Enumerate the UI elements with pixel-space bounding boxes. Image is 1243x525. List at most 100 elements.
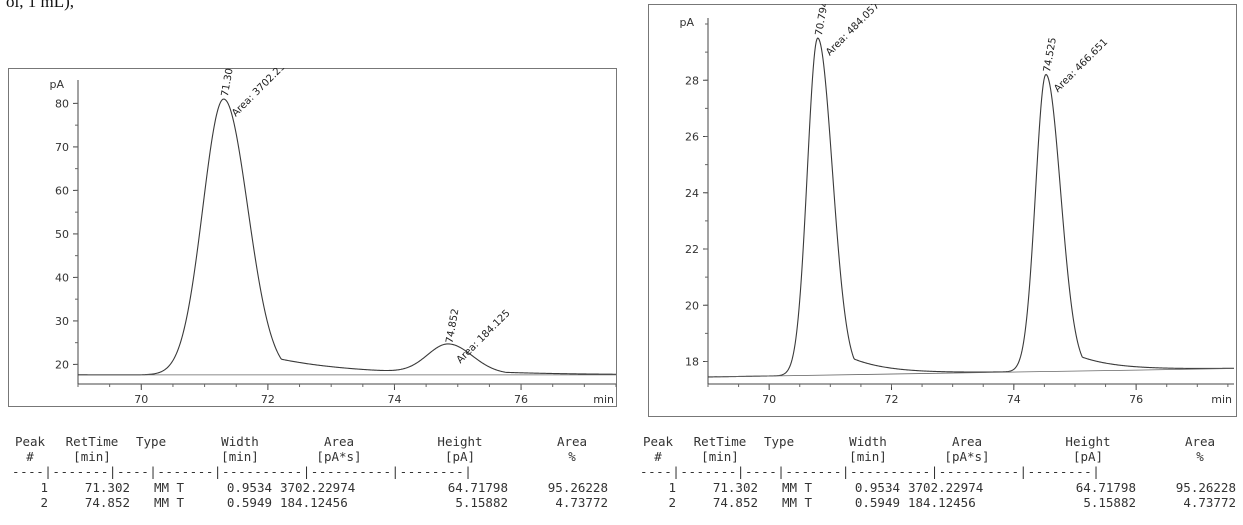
y-tick-label: 22 [685, 243, 699, 256]
table-row-cell: 64.71798 [447, 480, 508, 495]
table-header-cell: RetTime [65, 434, 119, 449]
table-row-cell: 5.15882 [1083, 495, 1136, 510]
table-row-cell: 4.73772 [555, 495, 608, 510]
y-tick-label: 26 [685, 131, 699, 144]
y-tick-label: 70 [55, 141, 69, 154]
peak-retention-time-label: 70.794 [814, 4, 831, 37]
table-subheader-cell: [min] [221, 449, 259, 464]
x-tick-label: 70 [134, 393, 148, 406]
y-tick-label: 80 [55, 97, 69, 110]
table-header-cell: Width [849, 434, 887, 449]
table-row-cell: 184.12456 [280, 495, 348, 510]
table-header-cell: Height [1065, 434, 1111, 449]
table-divider: ----|-------|----|-------|----------|---… [640, 464, 1101, 479]
table-row-cell: 2 [668, 495, 676, 510]
y-tick-label: 20 [685, 299, 699, 312]
y-tick-label: 24 [685, 187, 699, 200]
y-tick-label: 50 [55, 228, 69, 241]
table-row-cell: 74.852 [712, 495, 758, 510]
peak-area-label: Area: 184.125 [455, 308, 513, 366]
peak-area-label: Area: 3702.23 [230, 68, 288, 119]
x-tick-label: 72 [884, 393, 898, 406]
table-header-cell: Type [136, 434, 167, 449]
table-header-cell: Area [1184, 434, 1216, 449]
table-row-cell: 3702.22974 [280, 480, 356, 495]
x-axis-unit-label: min [1211, 393, 1232, 406]
peak-retention-time-label: 74.852 [445, 308, 462, 344]
table-row-cell: 1 [40, 480, 48, 495]
table-row-cell: 0.5949 [226, 495, 272, 510]
peak-retention-time-label: 71.302 [220, 68, 237, 98]
x-tick-label: 74 [387, 393, 401, 406]
table-row-cell: MM T [153, 495, 185, 510]
signal-trace [78, 98, 617, 376]
table-row-cell: 95.26228 [1175, 480, 1236, 495]
table-subheader-cell: % [568, 449, 576, 464]
table-row-cell: 184.12456 [908, 495, 976, 510]
peak-retention-time-label: 74.525 [1042, 37, 1059, 73]
table-subheader-cell: [pA] [1072, 449, 1104, 464]
y-tick-label: 30 [55, 315, 69, 328]
table-subheader-cell: # [26, 449, 34, 464]
table-subheader-cell: [pA] [444, 449, 476, 464]
x-tick-label: 72 [261, 393, 275, 406]
table-header-cell: Area [556, 434, 588, 449]
table-row-cell: 2 [40, 495, 48, 510]
x-axis-unit-label: min [593, 393, 614, 406]
chart-frame [8, 68, 617, 407]
table-header-cell: Height [437, 434, 483, 449]
table-subheader-cell: [min] [701, 449, 739, 464]
y-tick-label: 40 [55, 271, 69, 284]
table-header-cell: Width [221, 434, 259, 449]
table-row-cell: 0.5949 [854, 495, 900, 510]
table-subheader-cell: [min] [73, 449, 111, 464]
y-axis-unit-label: pA [679, 16, 694, 29]
chromatogram-right: 18 20 22 24 26 28 70 72 74 76 pA min 70.794 Area: 484… [648, 4, 1238, 420]
table-row-cell: 74.852 [84, 495, 130, 510]
table-row-cell: MM T [781, 495, 813, 510]
table-header-cell: Type [764, 434, 795, 449]
table-header-cell: Peak [642, 434, 674, 449]
y-tick-label: 60 [55, 184, 69, 197]
chromatogram-left: 20 30 40 50 60 70 80 70 72 74 76 pA min 71.302 Area: 3… [8, 68, 620, 420]
table-subheader-cell: [pA*s] [316, 449, 362, 464]
table-row-cell: MM T [781, 480, 813, 495]
x-tick-label: 76 [1129, 393, 1143, 406]
table-header-cell: Area [323, 434, 355, 449]
peak-area-label: Area: 466.651 [1052, 37, 1110, 95]
table-header-cell: Area [951, 434, 983, 449]
table-row-cell: 64.71798 [1075, 480, 1136, 495]
y-tick-label: 28 [685, 74, 699, 87]
table-row-cell: 5.15882 [455, 495, 508, 510]
table-row-cell: 3702.22974 [908, 480, 984, 495]
table-divider: ----|-------|----|-------|----------|---… [12, 464, 473, 479]
table-subheader-cell: [pA*s] [944, 449, 990, 464]
table-row-cell: MM T [153, 480, 185, 495]
y-tick-label: 18 [685, 356, 699, 369]
table-subheader-cell: [min] [849, 449, 887, 464]
table-row-cell: 0.9534 [854, 480, 900, 495]
x-tick-label: 70 [762, 393, 776, 406]
signal-trace [707, 37, 1235, 378]
y-axis-unit-label: pA [49, 78, 64, 91]
table-row-cell: 1 [668, 480, 676, 495]
table-row-cell: 0.9534 [226, 480, 272, 495]
table-header-cell: Peak [14, 434, 46, 449]
integration-baseline [717, 368, 1235, 378]
peak-area-label: Area: 484.057 [824, 4, 882, 58]
table-header-cell: RetTime [693, 434, 747, 449]
table-subheader-cell: % [1196, 449, 1204, 464]
x-tick-label: 74 [1007, 393, 1021, 406]
chart-frame [648, 4, 1237, 417]
y-tick-label: 20 [55, 358, 69, 371]
table-row-cell: 4.73772 [1183, 495, 1236, 510]
table-row-cell: 95.26228 [547, 480, 608, 495]
cropped-caption-text: ol, 1 mL), [6, 0, 74, 11]
table-row-cell: 71.302 [84, 480, 130, 495]
table-row-cell: 71.302 [712, 480, 758, 495]
